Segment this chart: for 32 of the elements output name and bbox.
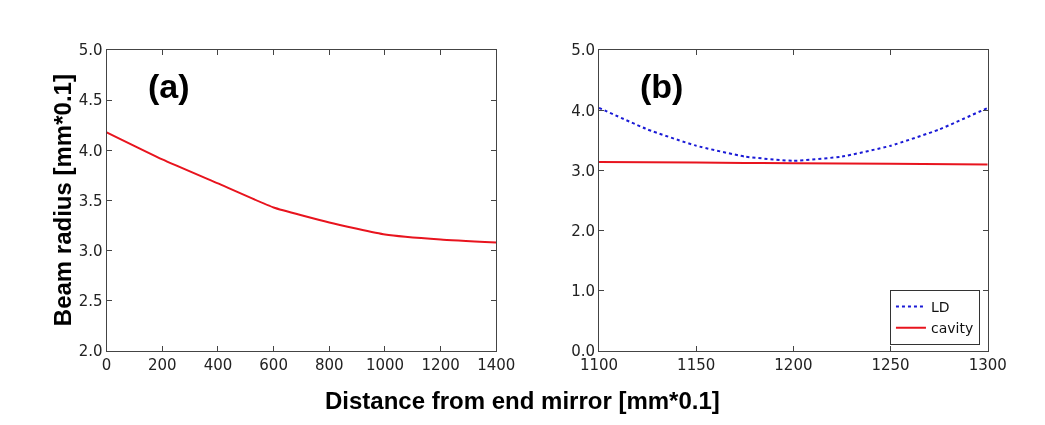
x-tick-label: 0	[101, 355, 112, 374]
y-axis-title: Beam radius [mm*0.1]	[49, 74, 77, 327]
y-tick-label: 2.0	[571, 221, 596, 240]
annotation: (b)	[640, 67, 684, 105]
y-tick-label: 2.0	[78, 342, 103, 361]
y-tick-label: 1.0	[571, 281, 596, 300]
y-tick-label: 3.0	[571, 161, 596, 180]
line-series	[106, 131, 497, 244]
line-series	[599, 106, 988, 162]
annotation: (a)	[148, 67, 190, 105]
x-tick-label: 1250	[871, 355, 910, 374]
y-tick-label: 5.0	[78, 41, 103, 60]
y-tick-label: 4.0	[78, 141, 103, 160]
x-tick-label: 1000	[365, 355, 405, 374]
x-tick-label: 1400	[477, 355, 516, 374]
x-tick-label: 1200	[774, 355, 813, 374]
x-tick-label: 400	[203, 355, 233, 374]
legend-label: cavity	[930, 320, 974, 337]
x-axis-title: Distance from end mirror [mm*0.1]	[325, 387, 720, 414]
y-tick-label: 4.0	[571, 101, 596, 120]
x-tick-label: 800	[314, 355, 344, 374]
x-tick-label: 1200	[421, 355, 460, 374]
y-tick-label: 2.5	[78, 292, 103, 310]
y-tick-label: 5.0	[571, 41, 596, 60]
x-tick-label: 200	[147, 355, 177, 374]
y-tick-label: 3.0	[78, 241, 103, 260]
x-tick-label: 1150	[677, 355, 716, 374]
x-tick-label: 1300	[968, 355, 1007, 374]
legend-label: LD	[930, 298, 950, 315]
y-tick-label: 3.5	[78, 191, 103, 210]
y-tick-label: 4.5	[78, 91, 103, 110]
x-tick-label: 600	[259, 355, 288, 374]
